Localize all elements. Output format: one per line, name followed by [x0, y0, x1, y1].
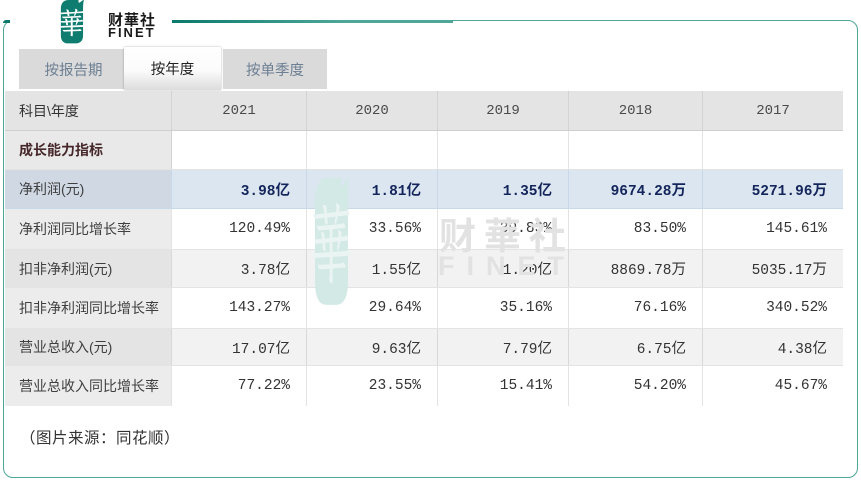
- svg-text:華: 華: [57, 3, 87, 42]
